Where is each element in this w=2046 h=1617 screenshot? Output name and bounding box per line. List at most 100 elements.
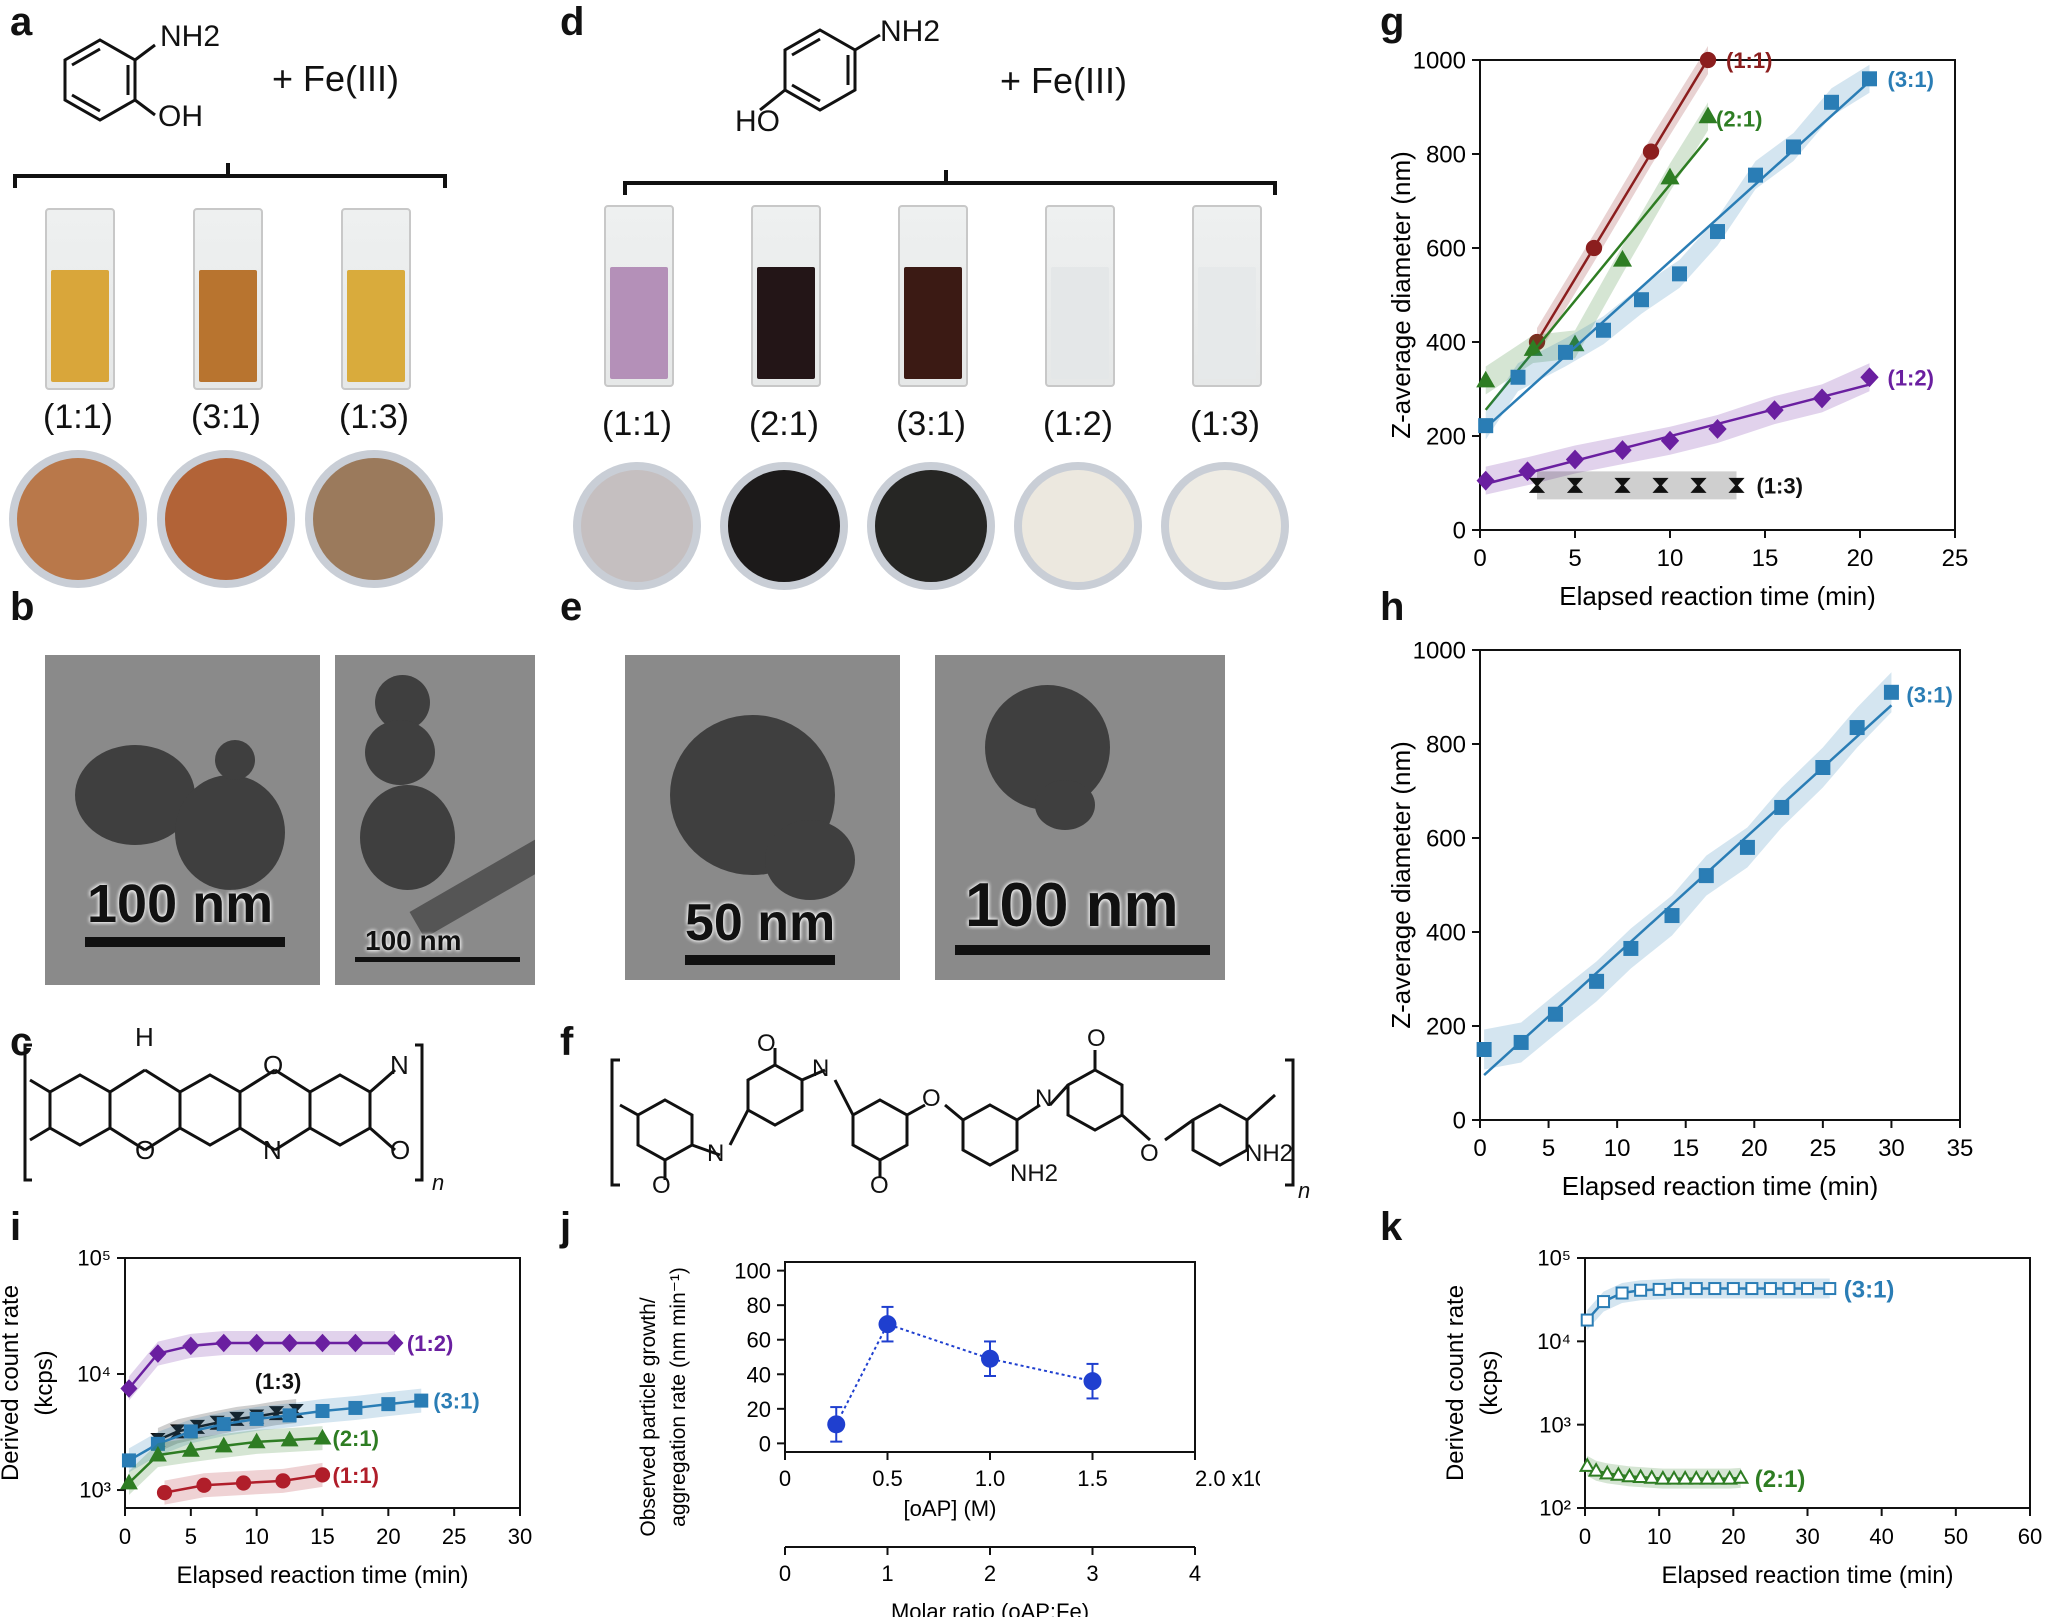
g-x-tick-label: 10 bbox=[1657, 545, 1684, 572]
k-x-tick-label: 60 bbox=[2018, 1524, 2042, 1549]
panel-label-c: c bbox=[10, 1020, 33, 1064]
h-point bbox=[1815, 760, 1831, 775]
k-y-tick-label: 10³ bbox=[1539, 1412, 1571, 1437]
i-point bbox=[216, 1417, 231, 1432]
tem-image-b2: 100 nm bbox=[335, 655, 535, 985]
k-x-tick-label: 0 bbox=[1579, 1524, 1591, 1549]
c-n-label-2: N bbox=[263, 1135, 282, 1165]
k-point bbox=[1687, 1470, 1705, 1485]
h-point bbox=[1513, 1034, 1529, 1050]
k-point bbox=[1801, 1282, 1814, 1296]
k-point bbox=[1732, 1469, 1750, 1484]
j-y-axis-label-2: aggregation rate (nm min⁻¹) bbox=[667, 1267, 690, 1527]
i-series-label-0: (1:2) bbox=[407, 1331, 453, 1356]
tem-image-b1: 100 nm bbox=[45, 655, 320, 985]
h-point bbox=[1774, 799, 1790, 815]
j-y-tick-label: 60 bbox=[747, 1328, 771, 1353]
i-point bbox=[314, 1467, 331, 1483]
j-point bbox=[827, 1415, 846, 1434]
chart-g: 0 5 10 15 20 25 0 200 400 600 800 1000 Elapsed react… bbox=[1386, 46, 1968, 610]
f-o-label-6: O bbox=[1140, 1140, 1159, 1167]
g-point bbox=[1476, 470, 1495, 491]
k-x-tick-label: 20 bbox=[1721, 1524, 1745, 1549]
c-h-label: H bbox=[135, 1022, 154, 1052]
a-brace bbox=[13, 163, 447, 188]
f-nh2-label-2: NH2 bbox=[1245, 1140, 1294, 1167]
g-series-label-2: (3:1) bbox=[1888, 67, 1934, 92]
k-series-label-0: (3:1) bbox=[1844, 1277, 1895, 1304]
h-x-axis-label: Elapsed reaction time (min) bbox=[1562, 1171, 1878, 1200]
d-ratio-label-2: (2:1) bbox=[749, 405, 819, 443]
h-point bbox=[1739, 839, 1755, 855]
j-y-axis-label-1: Observed particle growth/ bbox=[637, 1297, 660, 1536]
g-point bbox=[1728, 477, 1745, 493]
h-point bbox=[1698, 868, 1714, 884]
d-powder-dish-1 bbox=[573, 462, 701, 590]
panel-label-e: e bbox=[560, 585, 583, 629]
k-point bbox=[1665, 1470, 1683, 1485]
chart-i: 0 5 10 15 20 25 30 10³ 10⁴ 10⁵ Elapsed reaction ti… bbox=[0, 1246, 532, 1589]
k-point bbox=[1823, 1282, 1837, 1296]
i-x-tick-label: 25 bbox=[442, 1524, 466, 1549]
k-point bbox=[1654, 1470, 1672, 1485]
polymer-structure-c bbox=[23, 1043, 424, 1182]
i-y-tick-label: 10⁴ bbox=[77, 1362, 111, 1387]
h-x-tick-label: 0 bbox=[1473, 1135, 1486, 1162]
k-point bbox=[1615, 1286, 1629, 1300]
i-point bbox=[280, 1430, 299, 1447]
i-point bbox=[196, 1477, 212, 1493]
panel-label-d: d bbox=[560, 0, 585, 44]
scale-label-e2: 100 nm bbox=[965, 871, 1179, 940]
g-point bbox=[1528, 477, 1546, 493]
g-x-tick-label: 20 bbox=[1847, 545, 1874, 572]
a-vial-2 bbox=[193, 208, 263, 390]
i-point bbox=[215, 1333, 233, 1353]
g-point bbox=[1748, 167, 1763, 183]
k-x-tick-label: 50 bbox=[1944, 1524, 1968, 1549]
d-oh-label: HO bbox=[735, 105, 780, 138]
g-x-tick-label: 5 bbox=[1568, 545, 1581, 572]
d-vial-2 bbox=[751, 205, 821, 387]
k-point bbox=[1689, 1282, 1703, 1296]
g-y-tick-label: 400 bbox=[1426, 329, 1466, 356]
j-x2-tick-label: 2 bbox=[984, 1561, 996, 1586]
j-series-line bbox=[835, 1322, 1093, 1425]
g-point bbox=[1476, 370, 1496, 388]
h-y-tick-label: 1000 bbox=[1413, 637, 1466, 664]
k-series-label-1: (2:1) bbox=[1755, 1466, 1806, 1493]
k-y-axis-label-2: (kcps) bbox=[1476, 1350, 1503, 1415]
j-y-tick-label: 80 bbox=[747, 1293, 771, 1318]
i-point bbox=[313, 1333, 332, 1353]
i-series-line-2 bbox=[128, 1399, 422, 1462]
h-y-tick-label: 600 bbox=[1426, 825, 1466, 852]
chart-j: 00.51.01.52.0 x10⁻³020406080100[oAP] (M)… bbox=[637, 1259, 1260, 1617]
g-point bbox=[1596, 322, 1611, 338]
i-series-label-3: (2:1) bbox=[333, 1426, 379, 1451]
f-o-label-3: O bbox=[1087, 1025, 1106, 1052]
f-nh2-label-1: NH2 bbox=[1010, 1160, 1059, 1187]
k-point bbox=[1632, 1468, 1649, 1484]
g-band-4 bbox=[1537, 471, 1737, 500]
h-point bbox=[1589, 973, 1605, 989]
g-fit-line-3 bbox=[1485, 383, 1870, 486]
k-point bbox=[1580, 1313, 1594, 1327]
c-o-label-1: O bbox=[263, 1050, 284, 1080]
k-x-tick-label: 40 bbox=[1869, 1524, 1893, 1549]
k-point bbox=[1721, 1470, 1738, 1485]
j-x2-axis-label: Molar ratio (oAP:Fe) bbox=[891, 1599, 1089, 1617]
h-x-tick-label: 35 bbox=[1947, 1135, 1974, 1162]
i-point bbox=[121, 1453, 136, 1468]
j-x2-tick-label: 1 bbox=[881, 1561, 893, 1586]
d-ratio-label-5: (1:3) bbox=[1190, 405, 1260, 443]
k-point bbox=[1699, 1470, 1716, 1485]
i-point bbox=[181, 1441, 200, 1457]
h-x-tick-label: 5 bbox=[1542, 1135, 1555, 1162]
a-oh-label: OH bbox=[158, 100, 203, 133]
k-point bbox=[1643, 1469, 1661, 1484]
panel-label-i: i bbox=[10, 1205, 22, 1249]
k-point bbox=[1610, 1466, 1627, 1481]
i-x-tick-label: 30 bbox=[508, 1524, 532, 1549]
i-x-tick-label: 10 bbox=[244, 1524, 268, 1549]
i-y-tick-label: 10³ bbox=[79, 1478, 111, 1503]
f-n-label-3: N bbox=[707, 1140, 725, 1167]
